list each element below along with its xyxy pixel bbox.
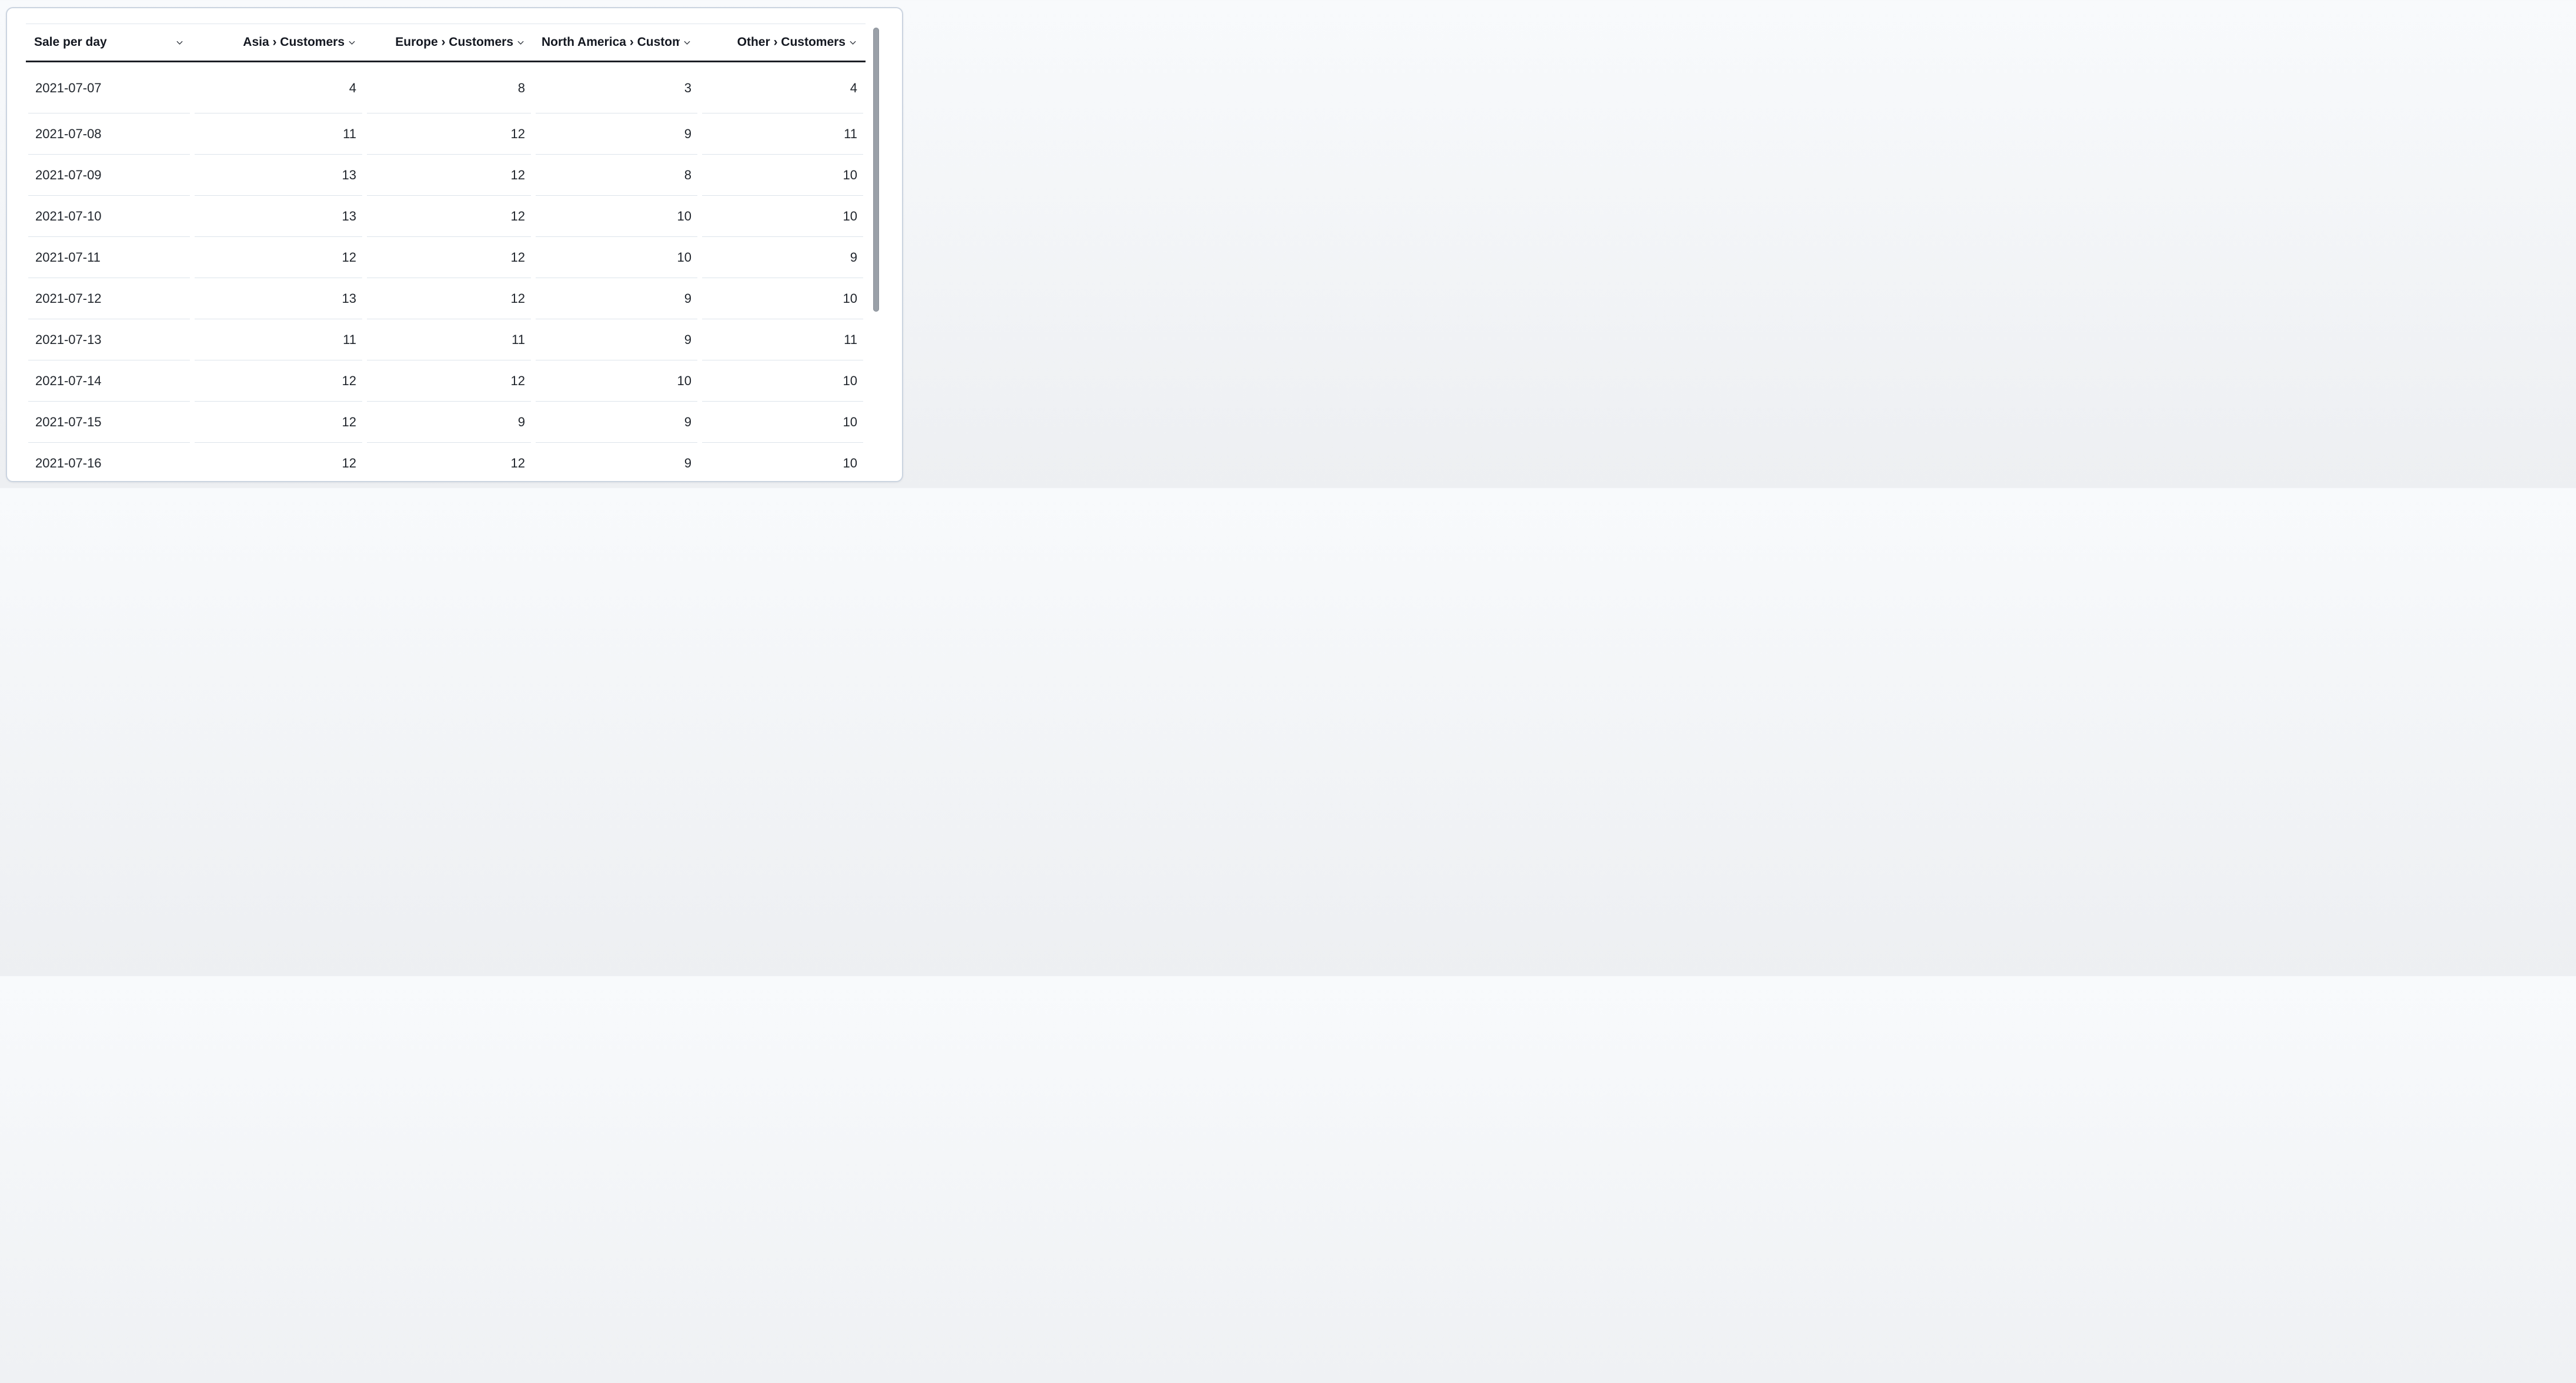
table-row: 2021-07-07 4 8 3 4: [26, 62, 866, 113]
date-cell[interactable]: 2021-07-13: [26, 319, 192, 360]
table-row: 2021-07-09 13 12 8 10: [26, 155, 866, 196]
value-cell[interactable]: 11: [700, 319, 866, 360]
column-header-3[interactable]: North America › Customers: [533, 24, 700, 62]
value-cell[interactable]: 8: [533, 155, 700, 196]
value-cell[interactable]: 11: [192, 113, 365, 155]
table-row: 2021-07-15 12 9 9 10: [26, 402, 866, 443]
column-header-0[interactable]: Sale per day: [26, 24, 192, 62]
date-cell[interactable]: 2021-07-07: [26, 62, 192, 113]
value-cell[interactable]: 11: [365, 319, 533, 360]
column-header-content: North America › Customers: [542, 35, 691, 49]
column-header-2[interactable]: Europe › Customers: [365, 24, 533, 62]
value-cell[interactable]: 12: [365, 360, 533, 402]
column-header-label: Sale per day: [34, 35, 107, 49]
table-row: 2021-07-14 12 12 10 10: [26, 360, 866, 402]
value-cell[interactable]: 4: [700, 62, 866, 113]
value-cell[interactable]: 9: [533, 443, 700, 474]
table-row: 2021-07-10 13 12 10 10: [26, 196, 866, 237]
column-header-label: Other › Customers: [737, 35, 846, 49]
value-cell[interactable]: 10: [700, 196, 866, 237]
date-cell[interactable]: 2021-07-10: [26, 196, 192, 237]
value-cell[interactable]: 12: [192, 402, 365, 443]
column-header-label: Europe › Customers: [395, 35, 513, 49]
table-row: 2021-07-11 12 12 10 9: [26, 237, 866, 278]
date-cell[interactable]: 2021-07-16: [26, 443, 192, 474]
chevron-down-icon: [516, 38, 525, 47]
column-header-label: Asia › Customers: [243, 35, 345, 49]
column-header-label: North America › Customers: [542, 35, 680, 49]
date-cell[interactable]: 2021-07-12: [26, 278, 192, 319]
value-cell[interactable]: 12: [365, 196, 533, 237]
value-cell[interactable]: 10: [700, 402, 866, 443]
value-cell[interactable]: 8: [365, 62, 533, 113]
value-cell[interactable]: 11: [192, 319, 365, 360]
value-cell[interactable]: 9: [533, 319, 700, 360]
value-cell[interactable]: 13: [192, 278, 365, 319]
vertical-scrollbar-thumb[interactable]: [873, 28, 879, 312]
sales-per-day-table: Sale per day Asia › Customers Europe › Cus…: [26, 24, 866, 474]
value-cell[interactable]: 4: [192, 62, 365, 113]
value-cell[interactable]: 10: [700, 443, 866, 474]
value-cell[interactable]: 9: [365, 402, 533, 443]
table-scroll-area[interactable]: Sale per day Asia › Customers Europe › Cus…: [26, 24, 866, 474]
column-header-content: Europe › Customers: [373, 35, 525, 49]
value-cell[interactable]: 13: [192, 155, 365, 196]
value-cell[interactable]: 13: [192, 196, 365, 237]
value-cell[interactable]: 10: [700, 278, 866, 319]
value-cell[interactable]: 10: [533, 360, 700, 402]
value-cell[interactable]: 12: [365, 443, 533, 474]
date-cell[interactable]: 2021-07-15: [26, 402, 192, 443]
column-header-content: Sale per day: [34, 35, 184, 49]
value-cell[interactable]: 10: [533, 237, 700, 278]
column-header-content: Asia › Customers: [201, 35, 356, 49]
date-cell[interactable]: 2021-07-14: [26, 360, 192, 402]
table-row: 2021-07-13 11 11 9 11: [26, 319, 866, 360]
date-cell[interactable]: 2021-07-09: [26, 155, 192, 196]
value-cell[interactable]: 12: [365, 237, 533, 278]
value-cell[interactable]: 10: [533, 196, 700, 237]
table-row: 2021-07-12 13 12 9 10: [26, 278, 866, 319]
value-cell[interactable]: 9: [533, 113, 700, 155]
chevron-down-icon: [348, 38, 356, 47]
table-row: 2021-07-16 12 12 9 10: [26, 443, 866, 474]
chevron-down-icon: [683, 38, 691, 47]
value-cell[interactable]: 10: [700, 155, 866, 196]
value-cell[interactable]: 11: [700, 113, 866, 155]
column-header-4[interactable]: Other › Customers: [700, 24, 866, 62]
value-cell[interactable]: 12: [365, 278, 533, 319]
chevron-down-icon: [848, 38, 857, 47]
value-cell[interactable]: 9: [533, 278, 700, 319]
value-cell[interactable]: 12: [192, 360, 365, 402]
value-cell[interactable]: 12: [192, 443, 365, 474]
value-cell[interactable]: 12: [365, 113, 533, 155]
date-cell[interactable]: 2021-07-11: [26, 237, 192, 278]
column-header-content: Other › Customers: [708, 35, 857, 49]
value-cell[interactable]: 9: [700, 237, 866, 278]
table-row: 2021-07-08 11 12 9 11: [26, 113, 866, 155]
page-background: Sale per day Asia › Customers Europe › Cus…: [0, 0, 910, 488]
value-cell[interactable]: 12: [192, 237, 365, 278]
value-cell[interactable]: 3: [533, 62, 700, 113]
table-header-row: Sale per day Asia › Customers Europe › Cus…: [26, 24, 866, 62]
value-cell[interactable]: 12: [365, 155, 533, 196]
value-cell[interactable]: 10: [700, 360, 866, 402]
chevron-down-icon: [175, 38, 184, 47]
value-cell[interactable]: 9: [533, 402, 700, 443]
date-cell[interactable]: 2021-07-08: [26, 113, 192, 155]
column-header-1[interactable]: Asia › Customers: [192, 24, 365, 62]
